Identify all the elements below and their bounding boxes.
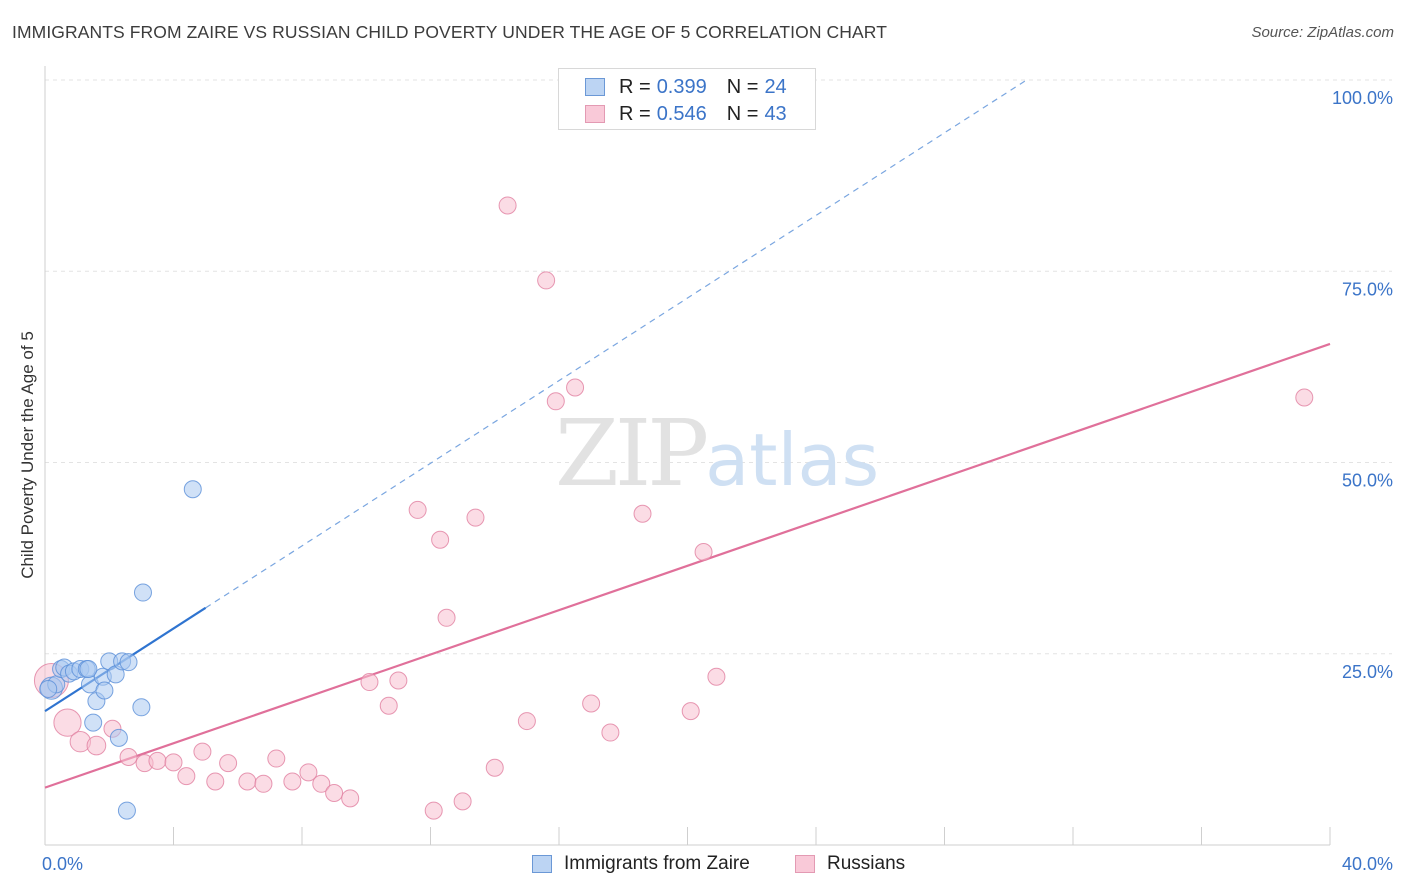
point-russians xyxy=(566,378,585,397)
y-axis-label: Child Poverty Under the Age of 5 xyxy=(18,331,37,579)
legend-r-value: 0.399 xyxy=(656,75,707,98)
point-russians xyxy=(254,774,273,793)
point-zaire xyxy=(183,480,202,499)
legend-n-value: 24 xyxy=(764,75,787,98)
point-zaire xyxy=(119,653,138,672)
point-russians xyxy=(177,767,196,786)
legend-row-russians: R = 0.546 N = 43 xyxy=(585,102,787,126)
tick-labels: 25.0% 50.0% 75.0% 100.0% 0.0% 40.0% xyxy=(42,88,1393,874)
point-russians xyxy=(325,783,344,802)
point-russians xyxy=(238,772,257,791)
point-zaire xyxy=(132,698,151,717)
point-russians xyxy=(431,530,450,549)
point-russians xyxy=(537,271,556,290)
source-label: Source: ZipAtlas.com xyxy=(1251,24,1394,41)
legend-swatch-pink xyxy=(585,105,605,123)
point-russians xyxy=(582,694,601,713)
trend-line-russians xyxy=(44,342,1331,789)
bottom-legend-label: Immigrants from Zaire xyxy=(564,853,750,874)
legend-r-label: R = xyxy=(619,75,651,98)
point-russians xyxy=(206,772,225,791)
gridlines xyxy=(45,79,1392,655)
point-russians xyxy=(694,543,713,562)
y-tick-label: 100.0% xyxy=(1332,88,1393,108)
data-points xyxy=(33,196,1314,820)
point-russians xyxy=(633,504,652,523)
trend-line-zaire-extension xyxy=(205,80,1026,609)
point-russians xyxy=(379,696,398,715)
point-russians xyxy=(164,753,183,772)
legend-n-label: N = xyxy=(726,102,759,125)
y-tick-label: 75.0% xyxy=(1342,279,1393,299)
x-tick-label-min: 0.0% xyxy=(42,854,83,874)
legend-r-label: R = xyxy=(619,102,651,125)
point-russians xyxy=(424,801,443,820)
chart-title: IMMIGRANTS FROM ZAIRE VS RUSSIAN CHILD P… xyxy=(12,22,888,42)
point-zaire xyxy=(95,681,114,700)
point-russians xyxy=(466,508,485,527)
point-russians xyxy=(267,749,286,768)
point-russians xyxy=(283,772,302,791)
point-zaire xyxy=(39,679,58,698)
axes xyxy=(44,66,1331,846)
trend-lines xyxy=(44,80,1331,789)
point-russians xyxy=(1295,388,1314,407)
point-russians xyxy=(601,723,620,742)
point-zaire xyxy=(133,583,152,602)
point-russians xyxy=(341,789,360,808)
bottom-legend-swatch-pink xyxy=(795,855,815,873)
point-zaire xyxy=(84,713,103,732)
point-russians xyxy=(389,671,408,690)
y-tick-label: 50.0% xyxy=(1342,471,1393,491)
bottom-legend-russians: Russians xyxy=(795,851,905,877)
bottom-legend-label: Russians xyxy=(827,853,906,874)
point-zaire xyxy=(109,728,128,747)
point-russians xyxy=(453,792,472,811)
point-russians xyxy=(148,751,167,770)
point-russians xyxy=(86,735,107,756)
point-russians xyxy=(408,500,427,519)
point-russians xyxy=(498,196,517,215)
point-russians xyxy=(219,754,238,773)
legend-row-zaire: R = 0.399 N = 24 xyxy=(585,75,787,99)
legend-n-label: N = xyxy=(726,75,759,98)
legend-swatch-blue xyxy=(585,78,605,96)
point-russians xyxy=(312,774,331,793)
point-russians xyxy=(299,763,318,782)
stats-legend: R = 0.399 N = 24 R = 0.546 N = 43 xyxy=(558,68,816,130)
point-russians xyxy=(193,742,212,761)
point-russians xyxy=(485,758,504,777)
legend-n-value: 43 xyxy=(764,102,787,125)
bottom-legend-zaire: Immigrants from Zaire xyxy=(532,851,750,877)
x-tick-label-max: 40.0% xyxy=(1342,854,1393,874)
point-russians xyxy=(437,608,456,627)
point-russians xyxy=(681,702,700,721)
point-russians xyxy=(119,748,138,767)
legend-r-value: 0.546 xyxy=(656,102,707,125)
point-russians xyxy=(360,673,379,692)
point-russians xyxy=(707,667,726,686)
bottom-legend-swatch-blue xyxy=(532,855,552,873)
y-tick-label: 25.0% xyxy=(1342,662,1393,682)
point-russians xyxy=(546,392,565,411)
point-zaire xyxy=(79,660,98,679)
point-russians xyxy=(53,708,82,737)
point-russians xyxy=(517,712,536,731)
point-zaire xyxy=(117,801,136,820)
